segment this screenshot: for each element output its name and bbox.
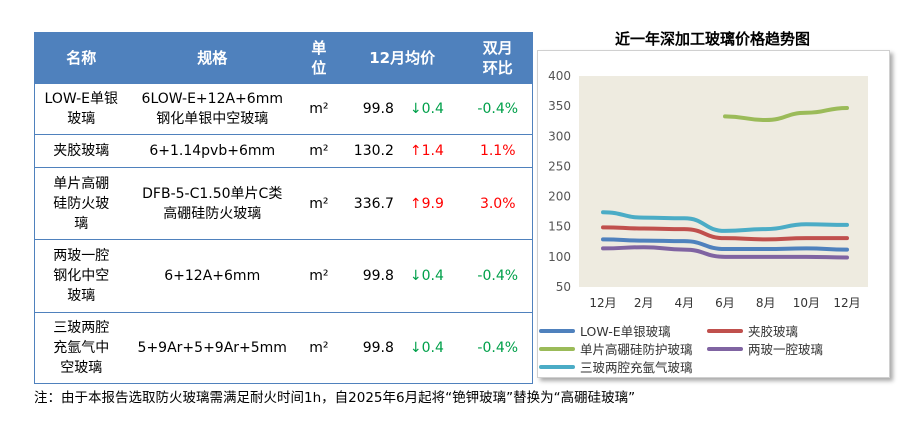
table-row: 三玻两腔充氩气中空玻璃 5+9Ar+5+9Ar+5mm m² 99.8 ↓0.4… [34,312,533,384]
legend-label: 两玻一腔玻璃 [748,342,823,357]
table-row: LOW-E单银玻璃 6LOW-E+12A+6mm钢化单银中空玻璃 m² 99.8… [34,83,533,135]
cell-price: 99.8 [340,239,400,313]
cell-price: 336.7 [340,167,400,240]
cell-ratio: -0.4% [463,312,533,384]
legend-label: 单片高硼硅防护玻璃 [580,342,693,357]
header-ratio: 双月环比 [463,32,533,84]
cell-name: 三玻两腔充氩气中空玻璃 [34,312,128,384]
chart-title: 近一年深加工玻璃价格趋势图 [614,30,810,48]
header-price: 12月均价 [340,32,464,84]
cell-change: ↑1.4 [399,134,464,168]
price-table: 名称 规格 单位 12月均价 双月环比 LOW-E单银玻璃 6LOW-E+12A… [34,32,533,384]
cell-ratio: -0.4% [463,83,533,135]
legend-label: 夹胶玻璃 [748,324,798,339]
x-tick-label: 8月 [756,296,776,310]
cell-unit: m² [296,239,341,313]
arrow-down-icon: ↓ [409,340,422,356]
x-tick-label: 10月 [793,296,820,310]
y-tick-label: 250 [548,159,571,173]
header-unit: 单位 [296,32,341,84]
cell-change: ↓0.4 [399,239,464,313]
cell-unit: m² [296,83,341,135]
table-row: 夹胶玻璃 6+1.14pvb+6mm m² 130.2 ↑1.4 1.1% [34,134,533,168]
x-tick-label: 4月 [675,296,695,310]
cell-change: ↓0.4 [399,83,464,135]
header-name: 名称 [34,32,128,84]
x-tick-label: 12月 [833,296,860,310]
y-tick-label: 50 [556,280,571,294]
arrow-down-icon: ↓ [409,100,422,117]
cell-spec: 5+9Ar+5+9Ar+5mm [127,312,297,384]
y-tick-label: 200 [548,190,571,204]
cell-change: ↓0.4 [399,312,464,384]
cell-unit: m² [296,134,341,168]
y-tick-label: 300 [548,129,571,143]
y-tick-label: 350 [548,99,571,113]
footnote: 注：由于本报告选取防火玻璃需满足耐火时间1h，自2025年6月起将“铯钾玻璃”替… [34,390,636,406]
arrow-up-icon: ↑ [409,143,422,159]
cell-spec: 6LOW-E+12A+6mm钢化单银中空玻璃 [127,83,297,135]
cell-name: 两玻一腔钢化中空玻璃 [34,239,128,313]
cell-price: 99.8 [340,312,400,384]
series-line [723,105,849,123]
table-row: 单片高硼硅防火玻璃 DFB-5-C1.50单片C类高硼硅防火玻璃 m² 336.… [34,167,533,240]
cell-name: LOW-E单银玻璃 [34,83,128,135]
cell-unit: m² [296,312,341,384]
cell-unit: m² [296,167,341,240]
y-tick-label: 100 [548,250,571,264]
cell-change: ↑9.9 [399,167,464,240]
header-spec: 规格 [127,32,297,84]
cell-spec: 6+12A+6mm [127,239,297,313]
cell-price: 130.2 [340,134,400,168]
cell-ratio: 3.0% [463,167,533,240]
arrow-up-icon: ↑ [409,195,422,212]
legend-label: LOW-E单银玻璃 [580,324,671,339]
legend-label: 三玻两腔充氩气玻璃 [580,360,693,375]
line-chart: 50 100 150 200 250 300 350 400 12月 2月 4月 6月 8月 10月 12月… [539,69,868,375]
x-tick-label: 2月 [634,296,654,310]
cell-price: 99.8 [340,83,400,135]
y-tick-label: 400 [548,69,571,83]
cell-name: 单片高硼硅防火玻璃 [34,167,128,240]
arrow-down-icon: ↓ [409,268,422,284]
table-row: 两玻一腔钢化中空玻璃 6+12A+6mm m² 99.8 ↓0.4 -0.4% [34,239,533,313]
cell-name: 夹胶玻璃 [34,134,128,168]
y-tick-label: 150 [548,220,571,234]
cell-ratio: 1.1% [463,134,533,168]
cell-spec: 6+1.14pvb+6mm [127,134,297,168]
x-tick-label: 12月 [589,296,616,310]
cell-spec: DFB-5-C1.50单片C类高硼硅防火玻璃 [127,167,297,240]
cell-ratio: -0.4% [463,239,533,313]
x-tick-label: 6月 [715,296,735,310]
